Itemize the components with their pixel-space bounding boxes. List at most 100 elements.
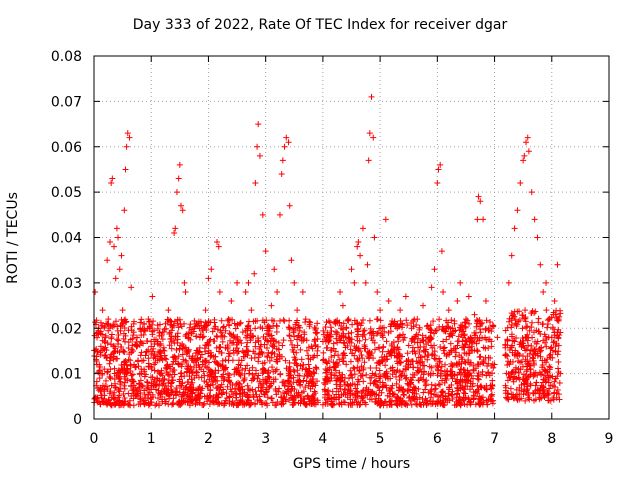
data-point <box>241 376 248 383</box>
data-point <box>241 389 248 396</box>
data-point <box>462 324 469 331</box>
data-point <box>325 392 332 399</box>
data-point <box>443 373 450 380</box>
data-point <box>128 284 135 291</box>
data-point <box>283 134 290 141</box>
data-point <box>270 376 277 383</box>
data-point <box>352 385 359 392</box>
data-point <box>526 396 533 403</box>
data-point <box>434 398 441 405</box>
data-point <box>314 336 321 343</box>
data-point <box>214 377 221 384</box>
data-point <box>255 121 262 128</box>
data-point <box>133 387 140 394</box>
data-point <box>416 349 423 356</box>
data-point <box>120 390 127 397</box>
data-point <box>205 359 212 366</box>
data-point <box>202 348 209 355</box>
data-point <box>459 344 466 351</box>
data-point <box>160 328 167 335</box>
data-point <box>115 332 122 339</box>
data-point <box>339 352 346 359</box>
data-point <box>278 401 285 408</box>
data-point <box>491 361 498 368</box>
data-point <box>428 401 435 408</box>
data-point <box>416 326 423 333</box>
data-point <box>179 207 186 214</box>
data-point <box>354 328 361 335</box>
data-point <box>313 330 320 337</box>
data-point <box>377 307 384 314</box>
data-point <box>104 340 111 347</box>
data-point <box>503 384 510 391</box>
data-point <box>104 368 111 375</box>
data-point <box>193 372 200 379</box>
data-point <box>408 325 415 332</box>
data-point <box>298 356 305 363</box>
data-point <box>396 368 403 375</box>
data-point <box>138 349 145 356</box>
data-point <box>180 391 187 398</box>
data-point <box>141 400 148 407</box>
data-point <box>276 211 283 218</box>
data-point <box>215 361 222 368</box>
data-point <box>228 388 235 395</box>
data-point <box>329 388 336 395</box>
data-point <box>172 358 179 365</box>
data-point <box>340 339 347 346</box>
data-point <box>452 378 459 385</box>
data-point <box>227 331 234 338</box>
data-point <box>331 372 338 379</box>
data-point <box>426 334 433 341</box>
data-point <box>542 339 549 346</box>
data-point <box>199 385 206 392</box>
data-point <box>132 364 139 371</box>
data-point <box>286 324 293 331</box>
data-point <box>122 368 129 375</box>
data-point <box>510 378 517 385</box>
data-point <box>475 193 482 200</box>
data-point <box>508 391 515 398</box>
data-point <box>523 387 530 394</box>
data-point <box>296 327 303 334</box>
data-point <box>555 316 562 323</box>
data-point <box>556 332 563 339</box>
data-point <box>392 398 399 405</box>
data-point <box>264 323 271 330</box>
data-point <box>417 401 424 408</box>
data-point <box>361 345 368 352</box>
data-point <box>106 360 113 367</box>
data-point <box>276 351 283 358</box>
data-point <box>249 364 256 371</box>
data-point <box>397 307 404 314</box>
data-point <box>420 343 427 350</box>
data-point <box>312 401 319 408</box>
data-point <box>242 288 249 295</box>
data-point <box>526 350 533 357</box>
data-point <box>448 368 455 375</box>
data-point <box>555 365 562 372</box>
data-point <box>207 336 214 343</box>
data-point <box>232 347 239 354</box>
data-point <box>312 382 319 389</box>
data-point <box>469 383 476 390</box>
data-point <box>540 288 547 295</box>
data-point <box>354 243 361 250</box>
data-point <box>459 356 466 363</box>
data-point <box>547 345 554 352</box>
data-point <box>504 361 511 368</box>
data-point <box>259 317 266 324</box>
data-point <box>402 375 409 382</box>
data-point <box>353 345 360 352</box>
data-point <box>532 308 539 315</box>
data-point <box>294 307 301 314</box>
data-point <box>122 166 129 173</box>
data-point <box>196 334 203 341</box>
data-point <box>129 347 136 354</box>
data-point <box>127 357 134 364</box>
data-point <box>286 359 293 366</box>
data-point <box>477 353 484 360</box>
data-point <box>531 216 538 223</box>
data-point <box>370 355 377 362</box>
data-point <box>319 357 326 364</box>
